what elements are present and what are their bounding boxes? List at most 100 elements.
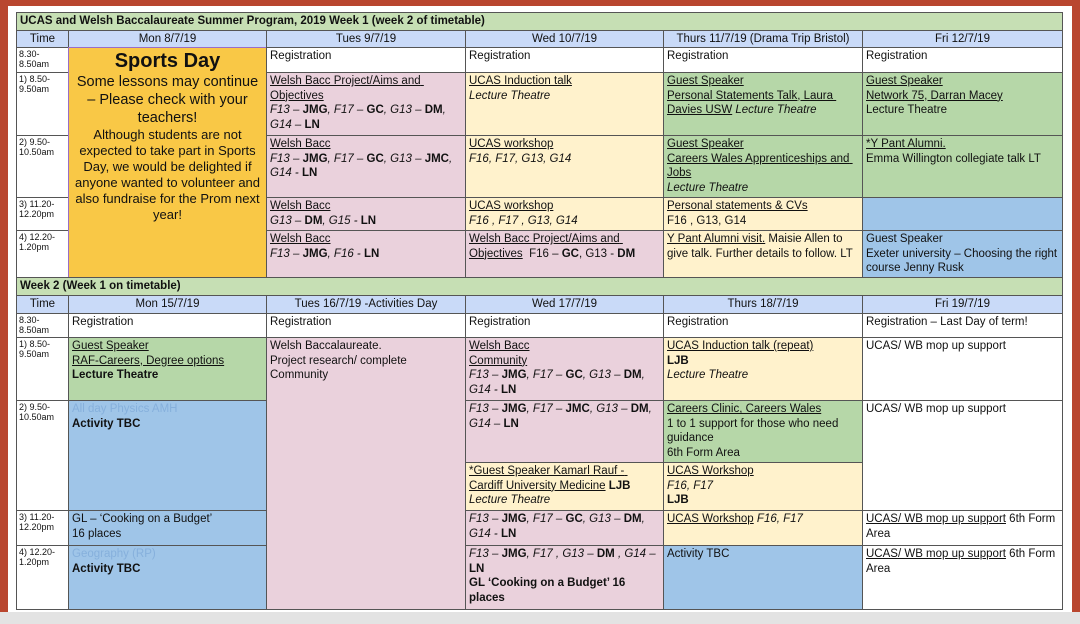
text: 6th Form Area: [866, 548, 1058, 575]
text: Y Pant Alumni visit.: [667, 233, 766, 245]
text: , G13 –: [589, 403, 631, 415]
text: JMG: [302, 152, 328, 165]
paragraph: F13 – JMG, F17 – GC, G13 – DM, G14 - LN: [469, 368, 660, 397]
cell: Activity TBC: [663, 545, 863, 610]
text: DM: [617, 247, 636, 260]
paragraph: Careers Wales Apprenticeships and Jobs: [667, 152, 859, 181]
paragraph: All day Physics AMH: [72, 402, 263, 417]
text: Emma Willington collegiate talk LT: [866, 152, 1041, 165]
text: , G14 -: [469, 513, 648, 540]
cell: Registration: [465, 313, 664, 338]
text: Guest Speaker: [72, 340, 149, 352]
text: Welsh Bacc: [469, 340, 530, 352]
cell: F13 – JMG, F17 – GC, G13 – DM, G14 - LN: [465, 510, 664, 546]
text: Maisie Allen to give talk. Further detai…: [667, 233, 853, 260]
text: UCAS Workshop: [667, 465, 754, 477]
paragraph: Registration: [866, 49, 1059, 64]
cell: Welsh Bacc F13 – JMG, F16 - LN: [266, 230, 466, 278]
text: Lecture Theatre: [72, 369, 159, 381]
paragraph: UCAS workshop: [469, 137, 660, 152]
text: Guest Speaker: [866, 233, 943, 245]
paragraph: Registration: [270, 49, 462, 64]
text: JMG: [501, 369, 527, 381]
paragraph: UCAS/ WB mop up support: [866, 402, 1059, 417]
text: 6th Form Area: [667, 446, 740, 459]
time: 8.30- 8.50am: [16, 313, 69, 338]
text: , G14 –: [270, 104, 449, 131]
text: LN: [363, 247, 380, 260]
paragraph: Lecture Theatre: [469, 89, 660, 104]
paragraph: F16 , F17 , G13, G14: [469, 214, 660, 229]
paragraph: Lecture Theatre: [667, 368, 859, 383]
text: GC: [561, 247, 579, 260]
text: UCAS workshop: [469, 200, 554, 212]
text: UCAS Workshop: [667, 513, 754, 525]
text: 6th Form Area: [866, 513, 1058, 540]
header: Tues 16/7/19 -Activities Day: [266, 295, 466, 314]
text: Personal Statements Talk, Laura Davies U…: [667, 89, 837, 117]
time: 2) 9.50- 10.50am: [16, 400, 69, 511]
cell: Welsh Bacc G13 – DM, G15 - LN: [266, 197, 466, 231]
cell: Registration: [663, 313, 863, 338]
paragraph: F16 , G13, G14: [667, 214, 859, 229]
text: , G14 -: [270, 152, 456, 180]
text: UCAS/ WB mop up support: [866, 340, 1006, 352]
paragraph: 6th Form Area: [667, 446, 859, 461]
text: *Y Pant Alumni.: [866, 138, 946, 150]
text: , G14 –: [614, 548, 659, 560]
text: Network 75, Darran Macey: [866, 89, 1003, 102]
cell: F13 – JMG, F17 – JMC, G13 – DM, G14 – LN: [465, 400, 664, 463]
text: Geography (RP): [72, 548, 156, 560]
cell: Guest Speaker Careers Wales Apprenticeshi…: [663, 135, 863, 198]
cell: F13 – JMG, F17 , G13 – DM , G14 – LN GL ‘…: [465, 545, 664, 610]
paragraph: Registration: [469, 315, 660, 330]
text: F13 –: [469, 369, 502, 381]
paragraph: Careers Clinic, Careers Wales: [667, 402, 859, 417]
cell: Welsh Bacc Project/Aims and Objectives F…: [465, 230, 664, 278]
text: DM: [623, 369, 642, 381]
paragraph: Registration: [469, 49, 660, 64]
cell: UCAS Workshop F16, F17 LJB: [663, 462, 863, 511]
text: , F16 -: [327, 247, 364, 260]
paragraph: GL – ‘Cooking on a Budget’: [72, 512, 263, 527]
paragraph: F13 – JMG, F17 – GC, G13 – DM, G14 – LN: [270, 103, 462, 132]
paragraph: Y Pant Alumni visit. Maisie Allen to giv…: [667, 232, 859, 261]
paragraph: UCAS workshop: [469, 199, 660, 214]
paragraph: *Y Pant Alumni.: [866, 137, 1059, 152]
paragraph: UCAS Workshop F16, F17: [667, 512, 859, 527]
header: Wed 17/7/19: [465, 295, 664, 314]
cell: Guest Speaker RAF-Careers, Degree options…: [68, 337, 267, 401]
text: F13 –: [270, 104, 303, 116]
paragraph: UCAS Induction talk: [469, 74, 660, 89]
text: Welsh Bacc: [270, 138, 331, 150]
text: , F17 –: [327, 152, 367, 165]
header: Thurs 11/7/19 (Drama Trip Bristol): [663, 30, 863, 48]
text: UCAS/ WB mop up support: [866, 548, 1006, 560]
text: JMG: [501, 513, 527, 525]
paragraph: Activity TBC: [72, 562, 263, 577]
text: GC: [366, 104, 384, 116]
cell: Registration: [68, 313, 267, 338]
text: LN: [500, 527, 517, 540]
paragraph: Guest Speaker: [866, 74, 1059, 89]
cell: *Y Pant Alumni. Emma Willington collegiat…: [862, 135, 1063, 198]
paragraph: F13 – JMG, F17 , G13 – DM , G14 – LN: [469, 547, 660, 576]
paragraph: Geography (RP): [72, 547, 263, 562]
text: LN: [500, 383, 517, 396]
text: Project research/ complete Community: [270, 354, 410, 382]
text: GL – ‘Cooking on a Budget’: [72, 513, 213, 525]
header: Mon 15/7/19: [68, 295, 267, 314]
paragraph: F13 – JMG, F16 - LN: [270, 247, 462, 262]
paragraph: Sports Day: [72, 49, 263, 73]
text: Registration: [270, 316, 332, 328]
time: 4) 12.20- 1.20pm: [16, 230, 69, 278]
text: Lecture Theatre: [469, 89, 551, 102]
text: Registration: [469, 50, 531, 62]
cell: Guest Speaker Network 75, Darran Macey Lec…: [862, 72, 1063, 136]
header: Time: [16, 295, 69, 314]
header: Mon 8/7/19: [68, 30, 267, 48]
text: F13 –: [469, 548, 502, 560]
text: , G13 –: [383, 152, 425, 165]
text: Lecture Theatre: [732, 104, 817, 116]
